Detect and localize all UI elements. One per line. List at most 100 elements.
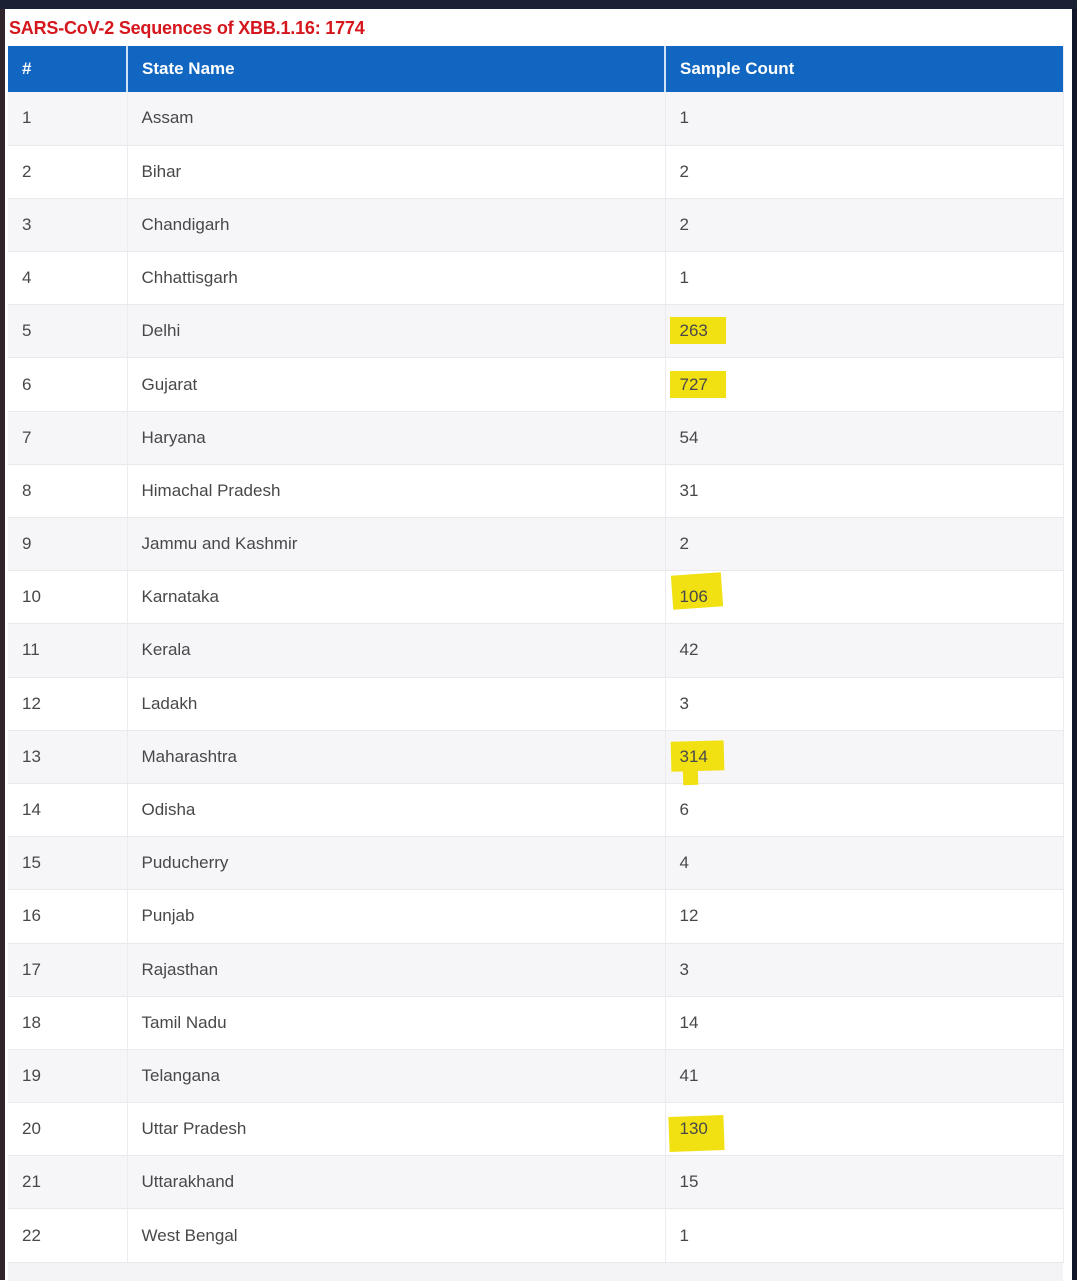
row-index: 10 [22, 587, 41, 607]
state-name: Maharashtra [141, 746, 237, 766]
table-row: 9 Jammu and Kashmir 2 [8, 517, 1063, 572]
window-right-border [1072, 0, 1077, 1280]
sequence-count-table: # State Name Sample Count 1 Assam 1 2 Bi… [8, 46, 1064, 1263]
table-row: 17 Rajasthan 3 [8, 943, 1063, 997]
row-index: 3 [22, 214, 32, 234]
table-row: 16 Punjab 12 [8, 889, 1063, 944]
state-name: Ladakh [141, 693, 198, 713]
row-index: 12 [22, 693, 41, 713]
partial-next-row [8, 1262, 1063, 1281]
row-index: 7 [22, 427, 32, 447]
sample-count: 54 [679, 427, 699, 447]
table-row: 12 Ladakh 3 [8, 677, 1063, 731]
sample-count: 41 [679, 1065, 699, 1085]
state-name: Kerala [141, 640, 191, 660]
sample-count: 314 [679, 746, 708, 766]
sample-count: 6 [679, 800, 689, 820]
row-index: 11 [22, 640, 40, 660]
sample-count: 106 [679, 587, 708, 607]
sample-count: 3 [679, 693, 689, 713]
state-name: Punjab [141, 906, 195, 926]
sample-count: 2 [679, 534, 689, 554]
header-sample-count: Sample Count [665, 46, 1063, 92]
state-name: Bihar [141, 161, 182, 181]
state-name: Uttar Pradesh [141, 1119, 247, 1139]
sample-count: 1 [679, 268, 689, 288]
sample-count: 263 [669, 317, 727, 345]
state-name: West Bengal [141, 1225, 238, 1245]
page-title: SARS-CoV-2 Sequences of XBB.1.16: 1774 [9, 18, 365, 38]
row-index: 6 [22, 374, 32, 394]
sample-count: 1 [679, 1225, 689, 1245]
row-index: 14 [22, 800, 41, 820]
table-row: 3 Chandigarh 2 [8, 198, 1063, 253]
state-name: Jammu and Kashmir [141, 534, 298, 554]
window-left-border [0, 0, 5, 1280]
table-row: 11 Kerala 42 [8, 623, 1063, 678]
table-body: 1 Assam 1 2 Bihar 2 3 Chandigarh 2 4 Chh… [8, 92, 1063, 1263]
sample-count: 12 [679, 906, 699, 926]
header-state-name: State Name [127, 46, 666, 92]
row-index: 18 [22, 1012, 41, 1032]
table-row: 4 Chhattisgarh 1 [8, 251, 1063, 306]
sample-count: 2 [679, 214, 689, 234]
row-index: 21 [22, 1172, 41, 1192]
state-name: Karnataka [141, 587, 220, 607]
row-index: 22 [22, 1225, 41, 1245]
sample-count: 727 [669, 370, 727, 398]
sample-count: 1 [679, 108, 689, 128]
sample-count: 3 [679, 959, 689, 979]
table-header: # State Name Sample Count [8, 46, 1063, 92]
state-name: Odisha [141, 800, 196, 820]
table-row: 5 Delhi 263 [8, 304, 1063, 359]
state-name: Uttarakhand [141, 1172, 235, 1192]
sample-count: 15 [679, 1172, 699, 1192]
state-name: Telangana [141, 1065, 220, 1085]
row-index: 15 [22, 853, 41, 873]
table-row: 15 Puducherry 4 [8, 836, 1063, 891]
table-row: 6 Gujarat 727 [8, 357, 1063, 412]
state-name: Delhi [141, 321, 181, 341]
state-name: Assam [141, 108, 194, 128]
row-index: 17 [22, 959, 41, 979]
table-row: 22 West Bengal 1 [8, 1208, 1063, 1263]
table-row: 10 Karnataka 106 [8, 570, 1063, 625]
row-index: 8 [22, 480, 32, 500]
row-index: 16 [22, 906, 41, 926]
sample-count: 4 [679, 853, 689, 873]
table-row: 19 Telangana 41 [8, 1049, 1063, 1104]
state-name: Himachal Pradesh [141, 480, 281, 500]
table-row: 8 Himachal Pradesh 31 [8, 464, 1063, 519]
sample-count: 31 [679, 480, 699, 500]
row-index: 2 [22, 161, 32, 181]
sample-count: 14 [679, 1012, 699, 1032]
table-row: 13 Maharashtra 314 [8, 730, 1063, 784]
table-row: 20 Uttar Pradesh 130 [8, 1102, 1063, 1157]
table-row: 7 Haryana 54 [8, 411, 1063, 465]
row-index: 20 [22, 1119, 41, 1139]
state-name: Gujarat [141, 374, 198, 394]
table-row: 14 Odisha 6 [8, 783, 1063, 838]
header-row: # State Name Sample Count [8, 46, 1063, 92]
row-index: 19 [22, 1065, 41, 1085]
row-index: 5 [22, 321, 32, 341]
state-name: Haryana [141, 427, 206, 447]
table-row: 2 Bihar 2 [8, 145, 1063, 199]
state-name: Chhattisgarh [141, 268, 238, 288]
state-name: Tamil Nadu [141, 1012, 227, 1032]
row-index: 13 [22, 746, 41, 766]
row-index: 9 [22, 534, 32, 554]
row-index: 4 [22, 268, 32, 288]
report-content: SARS-CoV-2 Sequences of XBB.1.16: 1774 #… [8, 9, 1064, 1281]
row-index: 1 [22, 108, 32, 128]
state-name: Rajasthan [141, 959, 219, 979]
state-name: Chandigarh [141, 214, 230, 234]
window-top-bar [0, 0, 1077, 9]
table-row: 18 Tamil Nadu 14 [8, 996, 1063, 1050]
header-index: # [8, 46, 128, 92]
sample-count: 130 [679, 1119, 708, 1139]
state-name: Puducherry [141, 853, 229, 873]
table-row: 1 Assam 1 [8, 92, 1063, 146]
sample-count: 42 [679, 640, 699, 660]
sample-count: 2 [679, 161, 689, 181]
